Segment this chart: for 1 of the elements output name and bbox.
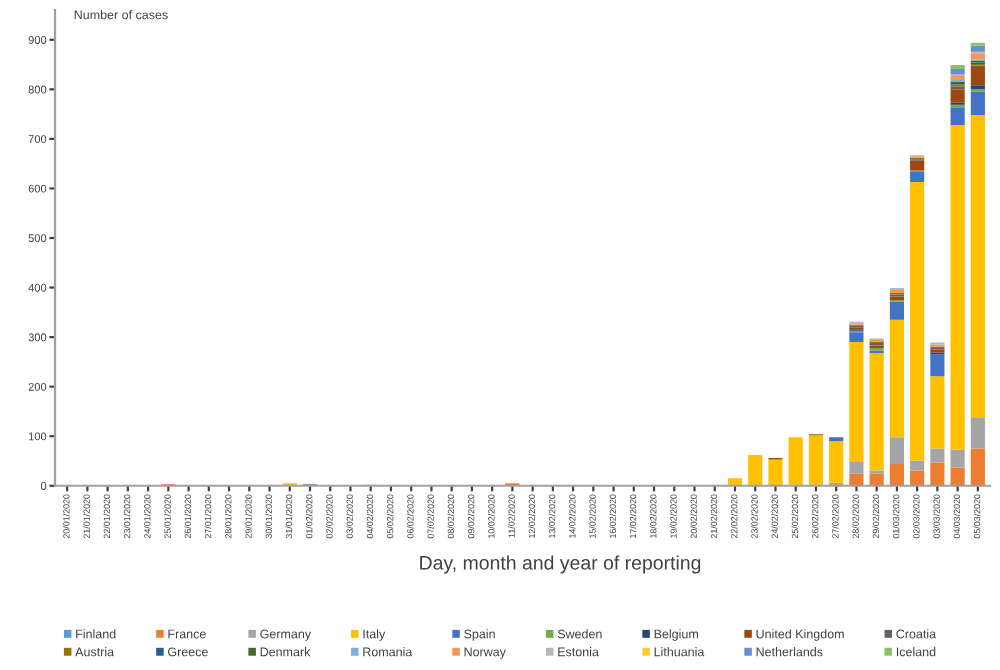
x-axis-title: Day, month and year of reporting xyxy=(420,555,701,574)
